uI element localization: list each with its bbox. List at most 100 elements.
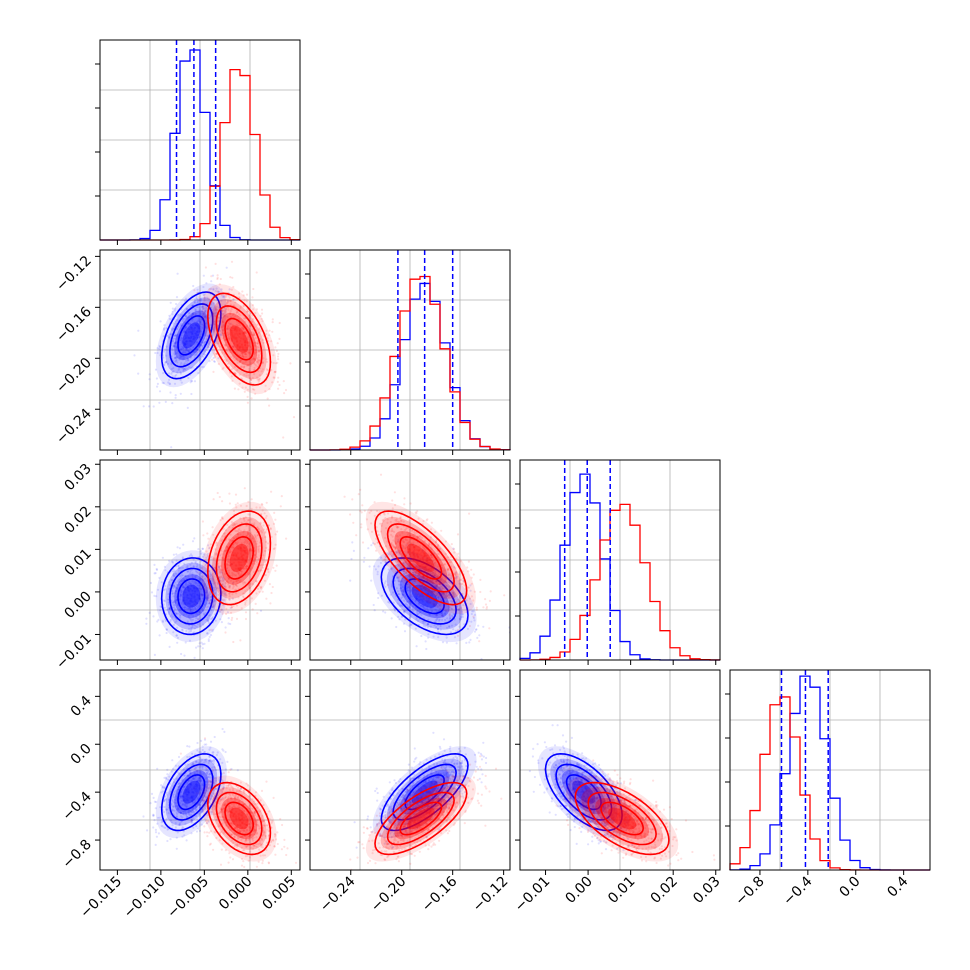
sample-point	[192, 565, 195, 568]
sample-point	[174, 612, 177, 615]
sample-point	[169, 391, 172, 394]
sample-point	[181, 556, 184, 559]
sample-point	[197, 548, 200, 551]
sample-point	[189, 326, 192, 329]
sample-point	[211, 526, 214, 529]
sample-point	[181, 600, 184, 603]
sample-point	[192, 615, 195, 618]
sample-point	[220, 299, 223, 302]
sample-point	[238, 332, 241, 336]
sample-point	[474, 628, 478, 631]
sample-point	[239, 359, 242, 363]
sample-point	[211, 576, 214, 579]
sample-point	[186, 358, 189, 361]
sample-point	[194, 580, 197, 583]
sample-point	[192, 328, 196, 331]
sample-point	[261, 320, 264, 323]
diag-panel-2	[305, 249, 511, 455]
sample-point	[223, 730, 226, 733]
sample-point	[227, 308, 230, 311]
sample-point	[183, 601, 186, 604]
sample-point	[201, 547, 204, 550]
sample-point	[231, 367, 234, 370]
sample-point	[195, 340, 199, 343]
sample-point	[252, 334, 255, 337]
sample-point	[284, 388, 288, 392]
sample-point	[373, 501, 376, 504]
sample-point	[201, 306, 204, 309]
sample-point	[220, 334, 223, 337]
sample-point	[368, 565, 371, 568]
sample-point	[203, 316, 207, 319]
sample-point	[198, 327, 201, 330]
sample-point	[229, 606, 232, 610]
sample-point	[179, 575, 182, 578]
sample-point	[203, 299, 206, 302]
sample-point	[246, 338, 249, 341]
sample-point	[156, 767, 159, 770]
sample-point	[251, 376, 254, 380]
sample-point	[191, 380, 194, 383]
sample-point	[245, 293, 249, 296]
sample-point	[198, 299, 202, 302]
sample-point	[200, 592, 203, 596]
sample-point	[197, 327, 200, 330]
sample-point	[224, 631, 227, 634]
sample-point	[170, 613, 173, 616]
sample-point	[216, 290, 219, 293]
sample-point	[190, 561, 193, 564]
sample-point	[209, 617, 212, 621]
sample-point	[179, 357, 182, 360]
sample-point	[173, 604, 176, 607]
sample-point	[217, 362, 220, 366]
sample-point	[190, 366, 193, 369]
sample-point	[173, 352, 176, 355]
sample-point	[191, 574, 194, 577]
sample-point	[227, 337, 230, 340]
sample-point	[425, 647, 428, 651]
sample-point	[155, 595, 158, 598]
sample-point	[233, 334, 236, 337]
sample-point	[165, 628, 168, 631]
sample-point	[158, 401, 161, 404]
sample-point	[156, 385, 159, 388]
sample-point	[184, 331, 188, 334]
sample-point	[239, 339, 242, 343]
sample-point	[215, 352, 218, 355]
sample-point	[207, 620, 210, 623]
sample-point	[185, 332, 188, 335]
sample-point	[173, 345, 176, 348]
sample-point	[253, 553, 257, 556]
sample-point	[197, 310, 200, 313]
sample-point	[235, 323, 238, 326]
sample-point	[226, 327, 229, 330]
sample-point	[200, 611, 203, 614]
sample-point	[189, 323, 192, 326]
sample-point	[196, 324, 199, 327]
sample-point	[248, 314, 251, 317]
sample-point	[250, 333, 253, 336]
sample-point	[182, 357, 185, 361]
sample-point	[203, 353, 206, 356]
sample-point	[233, 304, 236, 307]
sample-point	[272, 361, 275, 365]
sample-point	[193, 301, 196, 304]
density-fill-series-2	[211, 299, 267, 380]
sample-point	[209, 592, 212, 595]
sample-point	[180, 590, 184, 593]
sample-point	[187, 589, 190, 592]
sample-point	[170, 446, 173, 449]
sample-point	[184, 574, 187, 578]
sample-point	[196, 584, 199, 587]
sample-point	[199, 645, 202, 648]
sample-point	[255, 537, 258, 540]
sample-point	[197, 623, 200, 626]
sample-point	[174, 334, 177, 337]
sample-point	[186, 367, 189, 370]
sample-point	[177, 612, 180, 615]
sample-point	[163, 776, 166, 779]
sample-point	[176, 335, 179, 338]
sample-point	[191, 572, 194, 575]
sample-point	[245, 300, 248, 303]
